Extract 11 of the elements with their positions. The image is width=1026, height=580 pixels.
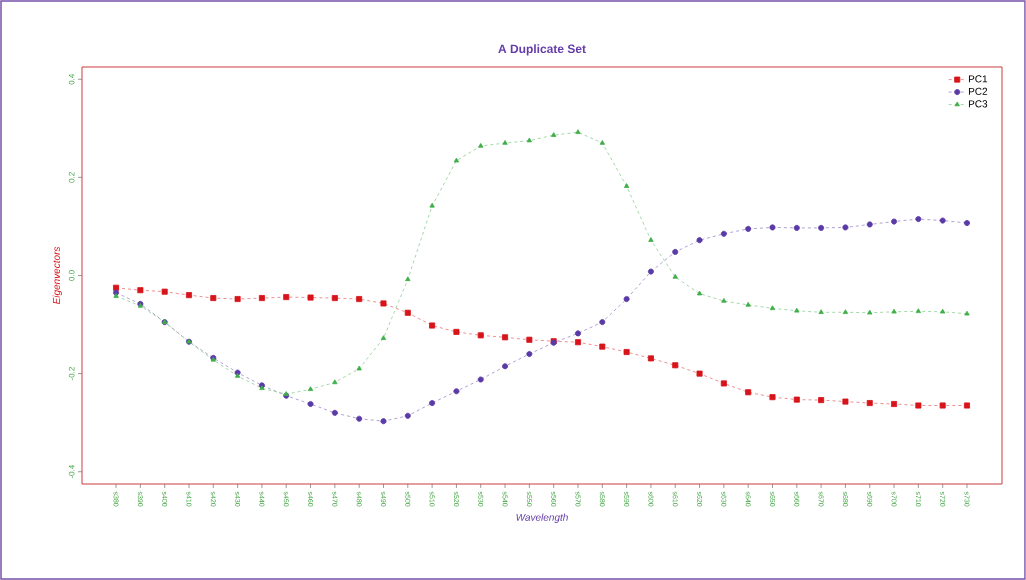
y-axis-title: Eigenvectors	[52, 246, 62, 305]
legend-label: PC3	[968, 100, 988, 108]
x-axis-title: Wavelength	[516, 513, 568, 523]
y-tick-label: 0.0	[68, 270, 75, 281]
chart-title: A Duplicate Set	[498, 44, 586, 56]
y-tick-label: -0.2	[68, 367, 75, 381]
legend-label: PC2	[968, 87, 988, 95]
y-tick-label: 0.4	[68, 73, 75, 85]
y-tick-label: 0.2	[68, 172, 75, 183]
legend-label: PC1	[968, 75, 988, 83]
y-tick-label: -0.4	[68, 465, 75, 479]
